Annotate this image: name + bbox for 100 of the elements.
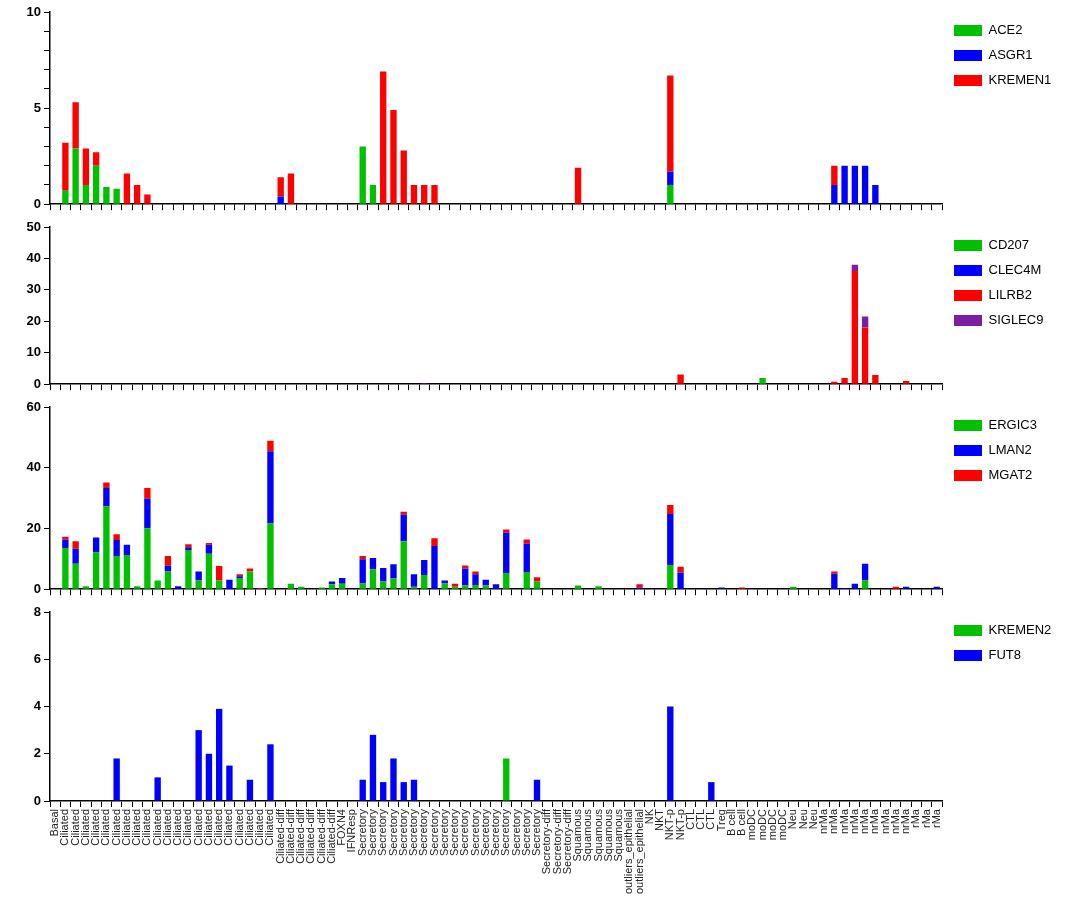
legend-label: KREMEN1 [988,72,1052,88]
bar [369,184,377,204]
bar [164,565,172,572]
x-tick-label: Ciliated [58,809,71,846]
bar [759,377,766,384]
bar [82,184,90,204]
bar [113,540,120,557]
bar [503,573,510,589]
x-tick-label: nrMa [817,808,830,835]
x-tick-label: Ciliated-diff [283,808,296,864]
bar [595,586,602,589]
x-tick-label: FOXN4 [335,809,348,846]
x-tick-label: outliers_epithelial [622,809,635,894]
bar [677,566,684,573]
bar [113,534,120,541]
bar [369,557,377,570]
bar [359,556,366,560]
bar [574,167,582,204]
bar [185,550,192,589]
y-tick-label: 20 [26,520,41,536]
bar [62,190,69,204]
bar [359,583,366,589]
bar [144,488,151,499]
x-tick-label: Neu [796,809,809,830]
x-tick-label: B cell [735,809,748,836]
x-tick-label: CTL [704,809,717,830]
bar [246,571,254,589]
bar [113,758,120,801]
bar [523,571,530,589]
x-tick-label: NK [642,808,655,825]
bar [359,146,366,204]
bar [103,506,110,589]
y-tick-label: 10 [26,344,41,360]
bar [861,563,869,581]
bar [267,744,274,801]
bar [215,580,223,589]
x-tick-label: Ciliated [130,809,143,846]
y-tick-label: 5 [33,99,41,115]
bar [359,779,366,801]
y-tick-label: 10 [26,3,41,19]
y-tick-label: 50 [26,218,41,234]
bar [410,574,418,587]
bar [380,581,387,589]
bar [400,514,407,542]
bar [421,560,428,575]
x-tick-label: moDC [745,808,758,841]
bar [851,264,859,272]
bar [205,553,213,589]
bar [72,102,79,149]
bar [195,580,202,589]
bar [72,563,79,589]
bar [123,173,131,204]
bar [482,579,489,586]
y-tick-label: 40 [26,459,41,475]
bar [328,584,336,589]
x-tick-label: rMa [929,808,942,828]
x-tick-label: Ciliated [150,809,163,846]
bar [677,374,684,384]
bar [431,184,438,204]
bar [902,381,910,384]
bar [339,577,346,584]
legend-label: ERGIC3 [988,417,1037,433]
bar [62,539,69,548]
bar [390,578,397,589]
x-tick-label: Ciliated-diff [294,808,307,864]
bar [113,556,120,589]
bar [72,148,79,204]
bar [841,377,848,384]
bar [831,571,838,574]
y-tick-label: 8 [33,603,41,619]
x-tick-label: Ciliated [263,809,276,846]
bar [667,184,674,204]
x-tick-label: nrMa [888,808,901,835]
bar [144,528,151,589]
bar [369,569,377,589]
bar [533,779,541,801]
x-tick-label: nrMa [878,808,891,835]
x-tick-label: Ciliated [78,809,91,846]
x-tick-label: nrMa [899,808,912,835]
legend-label: LMAN2 [988,442,1032,458]
bar [287,173,295,204]
bar [215,566,223,581]
bar [472,574,479,585]
x-tick-label: rMa [919,808,932,828]
bar [267,440,274,452]
x-tick-label: Ciliated [222,809,235,846]
bar [123,554,131,589]
bar [267,523,274,589]
bar [277,196,284,204]
x-tick-label: moDC [776,808,789,841]
y-tick-label: 2 [33,745,41,761]
bar [339,583,346,589]
legend-label: FUT8 [988,647,1021,663]
x-tick-label: nrMa [827,808,840,835]
x-tick-label: Ciliated-diff [304,808,317,864]
legend-label: LILRB2 [988,287,1032,303]
x-tick-label: Ciliated [201,809,214,846]
bar [226,579,233,589]
bar [410,779,418,801]
bar [113,188,120,204]
